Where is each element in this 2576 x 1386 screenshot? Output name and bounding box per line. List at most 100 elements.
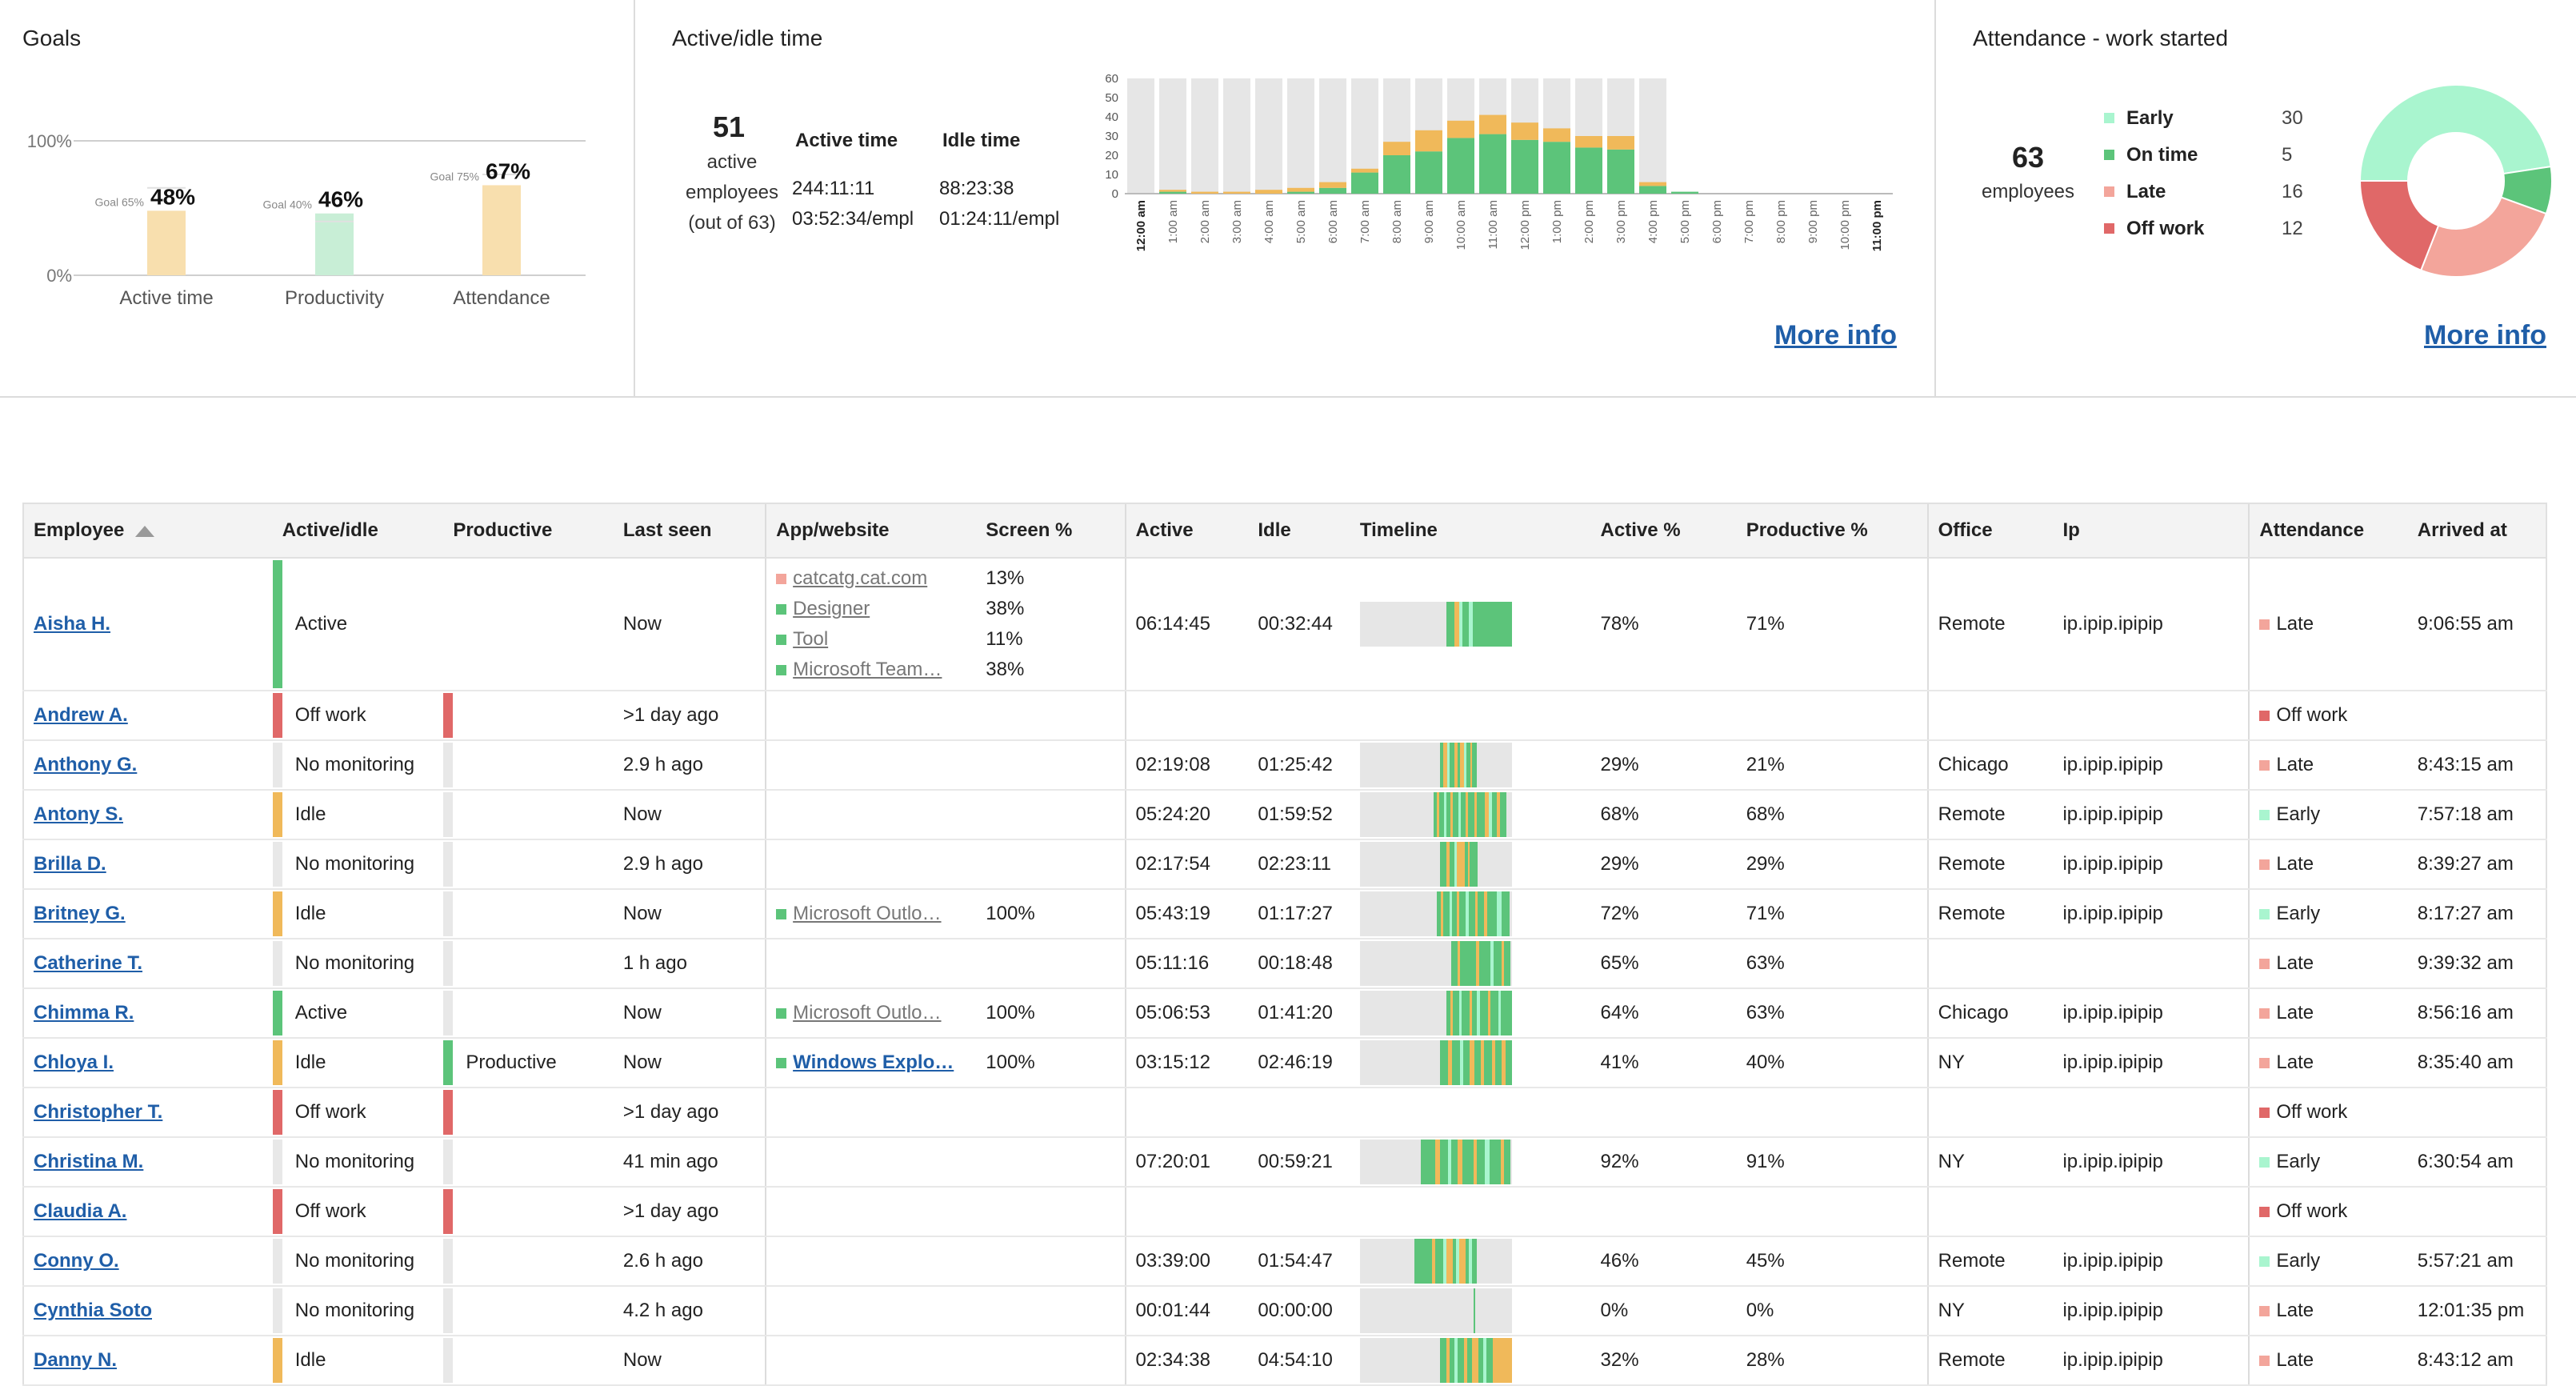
activity-timeline[interactable] [1359,1288,1512,1333]
active-idle-more-info-link[interactable]: More info [1774,320,1897,351]
screen-pct-value: 100% [986,1002,1035,1023]
employee-name-link[interactable]: Danny N. [34,1349,118,1371]
activity-timeline[interactable] [1359,1239,1512,1284]
col-app-website[interactable]: App/website [765,503,977,559]
sort-ascending-icon[interactable] [135,525,155,537]
legend-value: 12 [2282,218,2303,239]
employee-name-link[interactable]: Brilla D. [34,853,106,875]
productive-indicator [443,941,454,986]
timeline-segment [1447,1140,1451,1184]
table-row[interactable]: Claudia A. Off work >1 day ago Off work [22,1187,2548,1237]
col-timeline[interactable]: Timeline [1350,503,1591,559]
col-productive-pct[interactable]: Productive % [1736,503,1928,559]
productive-indicator [443,1189,454,1234]
cell-active-idle: No monitoring [272,1236,444,1287]
activity-timeline[interactable] [1359,602,1512,647]
timeline-segment [1459,1040,1463,1085]
goal-value-label: 48% [150,184,195,209]
timeline-segment [1483,1040,1492,1085]
app-link[interactable]: catcatg.cat.com [793,567,928,589]
employee-name-link[interactable]: Aisha H. [34,613,111,635]
attendance-swatch [2259,619,2270,631]
table-row[interactable]: Andrew A. Off work >1 day ago Off work [22,691,2548,741]
col-idle[interactable]: Idle [1248,503,1350,559]
employee-name-link[interactable]: Cynthia Soto [34,1300,152,1321]
col-ip[interactable]: Ip [2053,503,2250,559]
cell-productive-pct: 45% [1736,1236,1928,1287]
idle-bar [1543,128,1570,142]
app-link[interactable]: Microsoft Team… [793,659,942,680]
activity-timeline[interactable] [1359,891,1512,936]
timeline-segment [1474,891,1478,936]
col-arrived-at[interactable]: Arrived at [2407,503,2548,559]
employee-name-link[interactable]: Catherine T. [34,952,143,974]
hour-background [1255,78,1282,194]
employee-name-link[interactable]: Chimma R. [34,1002,134,1023]
app-color-swatch [776,909,787,920]
timeline-segment [1490,991,1498,1035]
productive-indicator [443,891,454,936]
activity-timeline[interactable] [1359,743,1512,787]
table-row[interactable]: Danny N. Idle Now 02:34:38 04:54:10 32% 28% Rem… [22,1336,2548,1386]
activity-timeline[interactable] [1359,1040,1512,1085]
goals-chart: 100% 0% Goal 65% 48% Active time Goal 40% 46% P… [27,131,586,309]
activity-timeline[interactable] [1359,1338,1512,1383]
cell-last-seen: Now [613,558,766,691]
activity-timeline[interactable] [1359,941,1512,986]
app-link[interactable]: Microsoft Outlo… [793,903,942,924]
app-color-swatch [776,1008,787,1019]
col-employee[interactable]: Employee [22,503,273,559]
timeline-segment [1455,1239,1459,1284]
table-row[interactable]: Christopher T. Off work >1 day ago Off work [22,1088,2548,1138]
status-text: Idle [294,903,326,924]
activity-timeline[interactable] [1359,792,1512,837]
active-bar [1543,142,1570,194]
col-office[interactable]: Office [1926,503,2054,559]
table-row[interactable]: Chloya I. Idle Productive Now Windows Explo…… [22,1038,2548,1088]
idle-bar [1319,182,1346,188]
cell-active: 05:24:20 [1124,790,1249,840]
employee-name-link[interactable]: Andrew A. [34,704,128,726]
table-row[interactable]: Brilla D. No monitoring 2.9 h ago 02:17:54 0… [22,839,2548,890]
table-row[interactable]: Cynthia Soto No monitoring 4.2 h ago 00:01:… [22,1286,2548,1336]
employee-name-link[interactable]: Claudia A. [34,1200,127,1222]
activity-timeline[interactable] [1359,991,1512,1035]
col-last-seen[interactable]: Last seen [613,503,766,559]
app-link[interactable]: Tool [793,628,829,650]
attendance-text: Early [2276,1151,2321,1172]
employee-name-link[interactable]: Anthony G. [34,754,138,775]
app-link[interactable]: Microsoft Outlo… [793,1002,942,1023]
employee-name-link[interactable]: Britney G. [34,903,126,924]
activity-timeline[interactable] [1359,1140,1512,1184]
table-row[interactable]: Aisha H. Active Now catcatg.cat.com Designer… [22,558,2548,691]
timeline-segment [1451,1040,1460,1085]
app-link[interactable]: Windows Explo… [793,1052,954,1073]
col-attendance[interactable]: Attendance [2248,503,2408,559]
attendance-more-info-link[interactable]: More info [2424,320,2546,351]
table-row[interactable]: Britney G. Idle Now Microsoft Outlo… 100% 05:… [22,889,2548,939]
col-productive[interactable]: Productive [443,503,614,559]
table-row[interactable]: Antony S. Idle Now 05:24:20 01:59:52 68% 68% Re… [22,790,2548,840]
x-tick-label: 10:00 am [1454,200,1468,250]
employee-name-link[interactable]: Antony S. [34,803,123,825]
activity-timeline[interactable] [1359,842,1512,887]
col-active-idle[interactable]: Active/idle [272,503,444,559]
col-active[interactable]: Active [1124,503,1249,559]
table-row[interactable]: Chimma R. Active Now Microsoft Outlo… 100% 05… [22,988,2548,1039]
employee-name-link[interactable]: Conny O. [34,1250,119,1272]
idle-bar [1575,136,1602,148]
table-row[interactable]: Conny O. No monitoring 2.6 h ago 03:39:00 01… [22,1236,2548,1287]
timeline-segment [1462,1040,1470,1085]
timeline-segment [1500,991,1512,1035]
app-link[interactable]: Designer [793,598,870,619]
x-tick-label: 5:00 pm [1678,200,1692,243]
table-row[interactable]: Catherine T. No monitoring 1 h ago 05:11:16… [22,939,2548,989]
col-active-pct[interactable]: Active % [1590,503,1737,559]
employee-name-link[interactable]: Chloya I. [34,1052,114,1073]
employee-name-link[interactable]: Christopher T. [34,1101,163,1123]
table-row[interactable]: Anthony G. No monitoring 2.9 h ago 02:19:08… [22,740,2548,791]
col-screen-pct[interactable]: Screen % [976,503,1126,559]
employee-name-link[interactable]: Christina M. [34,1151,144,1172]
cell-attendance: Late [2248,1336,2408,1386]
table-row[interactable]: Christina M. No monitoring 41 min ago 07:20… [22,1137,2548,1188]
